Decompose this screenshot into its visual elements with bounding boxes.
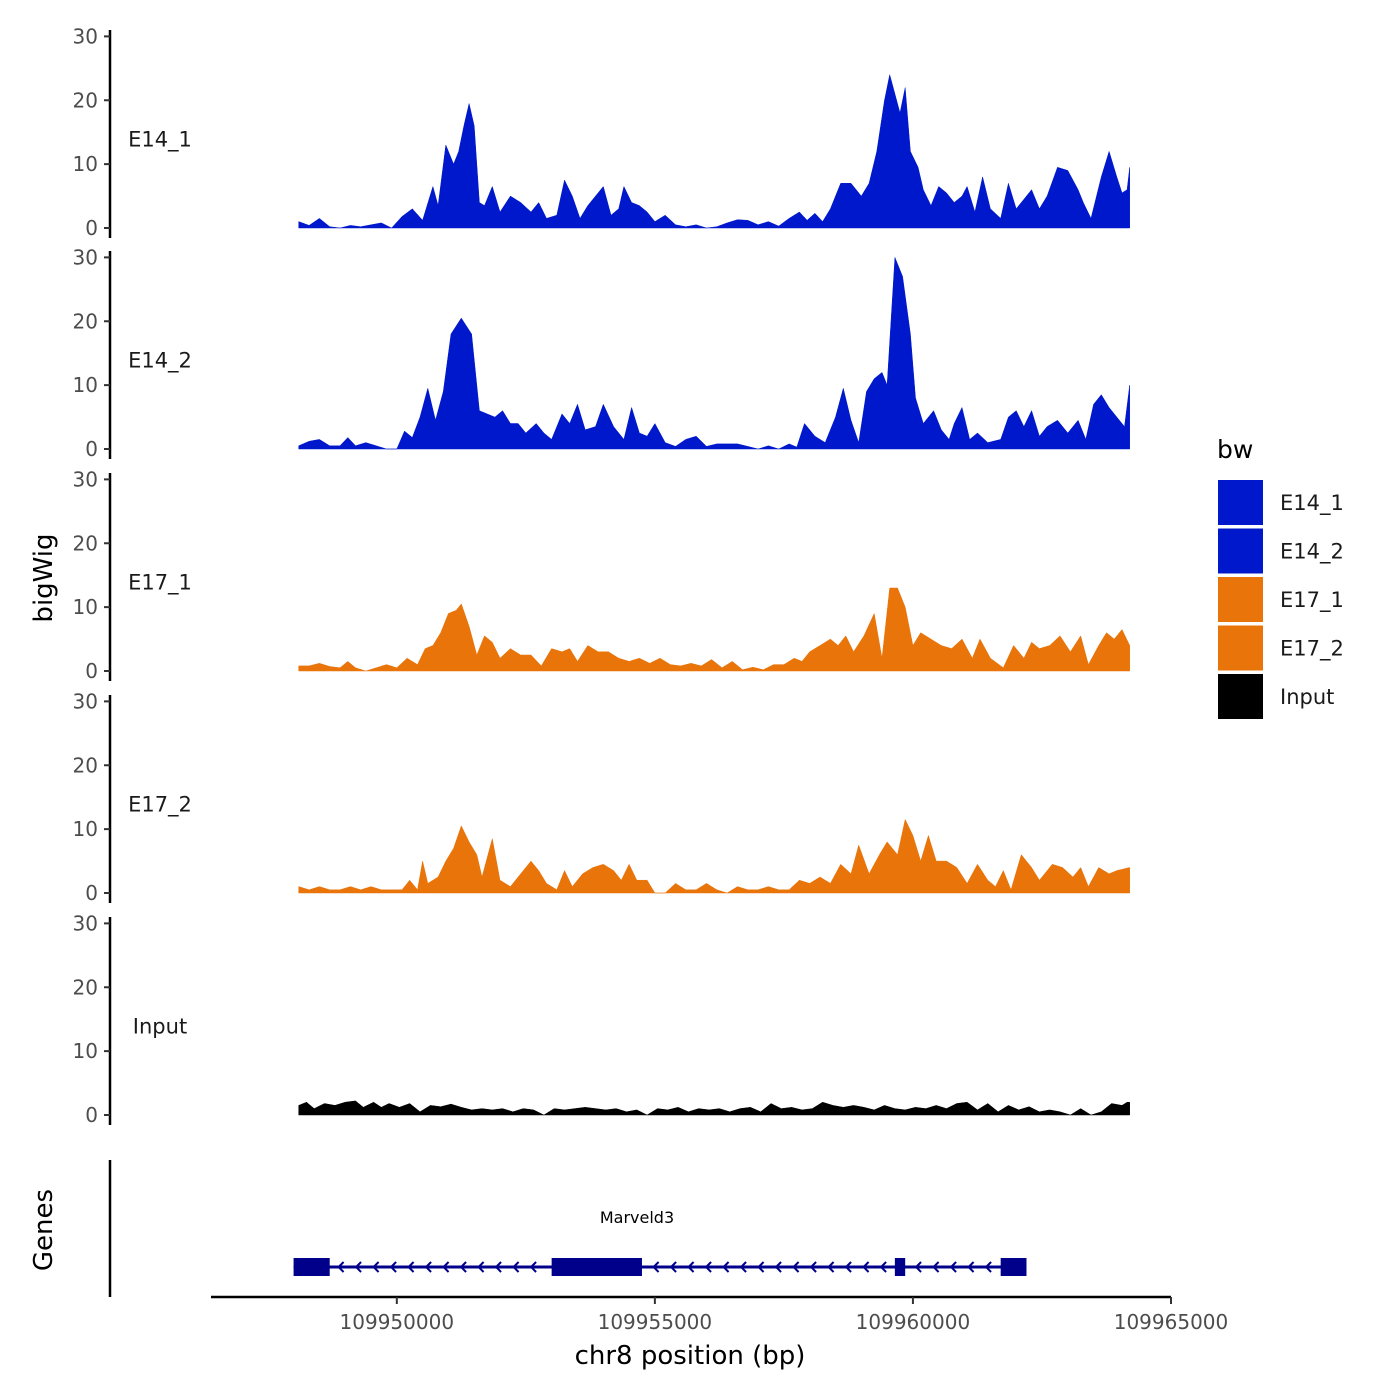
- strand-arrow: [739, 1261, 747, 1273]
- strand-arrow: [372, 1261, 380, 1273]
- legend-swatch-e17_2: [1218, 625, 1263, 671]
- strand-arrow: [529, 1261, 537, 1273]
- strand-arrow: [774, 1261, 782, 1273]
- strand-arrow: [424, 1261, 432, 1273]
- strand-arrow: [704, 1261, 712, 1273]
- y-tick-label: 10: [73, 373, 98, 397]
- strand-arrow: [879, 1261, 887, 1273]
- legend-title: bw: [1217, 435, 1253, 464]
- gene-exon: [1000, 1258, 1027, 1276]
- strand-arrow: [914, 1261, 922, 1273]
- strand-arrow: [792, 1261, 800, 1273]
- track-label: E14_1: [128, 128, 192, 153]
- y-tick-label: 0: [85, 1103, 98, 1127]
- track-panel-e17_2: 0 10 20 30 E17_2: [73, 689, 1130, 905]
- strand-arrow: [389, 1261, 397, 1273]
- track-panel-e14_1: 0 10 20 30 E14_1: [73, 24, 1130, 240]
- strand-arrow: [354, 1261, 362, 1273]
- y-tick-label: 30: [73, 467, 98, 491]
- x-axis: 109950000 109955000 109960000 109965000: [211, 1295, 1229, 1334]
- x-tick-label: 109960000: [856, 1310, 971, 1334]
- legend-swatch-e14_2: [1218, 528, 1263, 574]
- strand-arrow: [967, 1261, 975, 1273]
- legend-swatch-e17_1: [1218, 577, 1263, 622]
- coverage-area-input: [298, 1100, 1130, 1116]
- legend-label: E14_1: [1280, 491, 1344, 516]
- strand-arrow: [407, 1261, 415, 1273]
- strand-arrow: [477, 1261, 485, 1273]
- coverage-area-e17_1: [298, 587, 1130, 672]
- y-tick-label: 30: [73, 689, 98, 713]
- x-tick-label: 109955000: [598, 1310, 713, 1334]
- gene-marveld3: Marveld3: [293, 1208, 1027, 1276]
- signal-tracks: 0 10 20 30 E14_1 0 10 20 30 E14_2 0 10 20 30 E17_1 0 10 2…: [73, 24, 1130, 1127]
- strand-arrow: [949, 1261, 957, 1273]
- track-label: E17_2: [128, 793, 192, 818]
- strand-arrow: [512, 1261, 520, 1273]
- y-tick-label: 10: [73, 1039, 98, 1063]
- x-tick-label: 109950000: [340, 1310, 455, 1334]
- strand-arrow: [687, 1261, 695, 1273]
- strand-arrow: [722, 1261, 730, 1273]
- gene-exon: [551, 1258, 642, 1276]
- legend-swatch-e14_1: [1218, 480, 1263, 525]
- strand-arrow: [809, 1261, 817, 1273]
- strand-arrow: [494, 1261, 502, 1273]
- y-tick-label: 20: [73, 309, 98, 333]
- y-tick-label: 10: [73, 817, 98, 841]
- strand-arrow: [337, 1261, 345, 1273]
- strand-arrow: [459, 1261, 467, 1273]
- y-tick-label: 20: [73, 753, 98, 777]
- strand-arrow: [827, 1261, 835, 1273]
- legend-swatch-input: [1218, 674, 1263, 719]
- gene-exon: [293, 1258, 330, 1276]
- legend-label: E14_2: [1280, 540, 1344, 565]
- track-panel-e17_1: 0 10 20 30 E17_1: [73, 467, 1130, 683]
- coverage-area-e14_2: [298, 257, 1130, 450]
- y-tick-label: 30: [73, 245, 98, 269]
- track-panel-e14_2: 0 10 20 30 E14_2: [73, 245, 1130, 461]
- strand-arrow: [442, 1261, 450, 1273]
- strand-arrow: [932, 1261, 940, 1273]
- y-tick-label: 20: [73, 975, 98, 999]
- strand-arrow: [984, 1261, 992, 1273]
- gene-name-label: Marveld3: [600, 1208, 674, 1227]
- track-label: Input: [133, 1015, 187, 1039]
- strand-arrow: [652, 1261, 660, 1273]
- y-tick-label: 30: [73, 911, 98, 935]
- legend-label: E17_1: [1280, 588, 1344, 613]
- track-label: E14_2: [128, 349, 192, 374]
- y-tick-label: 30: [73, 24, 98, 48]
- strand-arrow: [844, 1261, 852, 1273]
- strand-arrow: [669, 1261, 677, 1273]
- gene-track: Marveld3: [108, 1160, 1027, 1297]
- legend: bw E14_1 E14_2 E17_1 E17_2 Input: [1217, 435, 1344, 719]
- y-tick-label: 0: [85, 659, 98, 683]
- legend-label: Input: [1280, 685, 1334, 709]
- y-tick-label: 0: [85, 881, 98, 905]
- track-label: E17_1: [128, 571, 192, 596]
- gene-exon: [894, 1258, 906, 1276]
- strand-arrow: [862, 1261, 870, 1273]
- y-tick-label: 0: [85, 437, 98, 461]
- coverage-area-e14_1: [298, 74, 1130, 229]
- y-tick-label: 0: [85, 216, 98, 240]
- x-axis-title: chr8 position (bp): [575, 1341, 806, 1371]
- y-tick-label: 10: [73, 595, 98, 619]
- y-tick-label: 20: [73, 88, 98, 112]
- y-axis-title: bigWig: [29, 533, 59, 622]
- y-tick-label: 20: [73, 531, 98, 555]
- legend-label: E17_2: [1280, 637, 1344, 662]
- x-tick-label: 109965000: [1114, 1310, 1229, 1334]
- strand-arrow: [757, 1261, 765, 1273]
- track-panel-input: 0 10 20 30 Input: [73, 911, 1130, 1127]
- y-tick-label: 10: [73, 152, 98, 176]
- coverage-area-e17_2: [298, 818, 1130, 894]
- gene-track-title: Genes: [29, 1189, 59, 1271]
